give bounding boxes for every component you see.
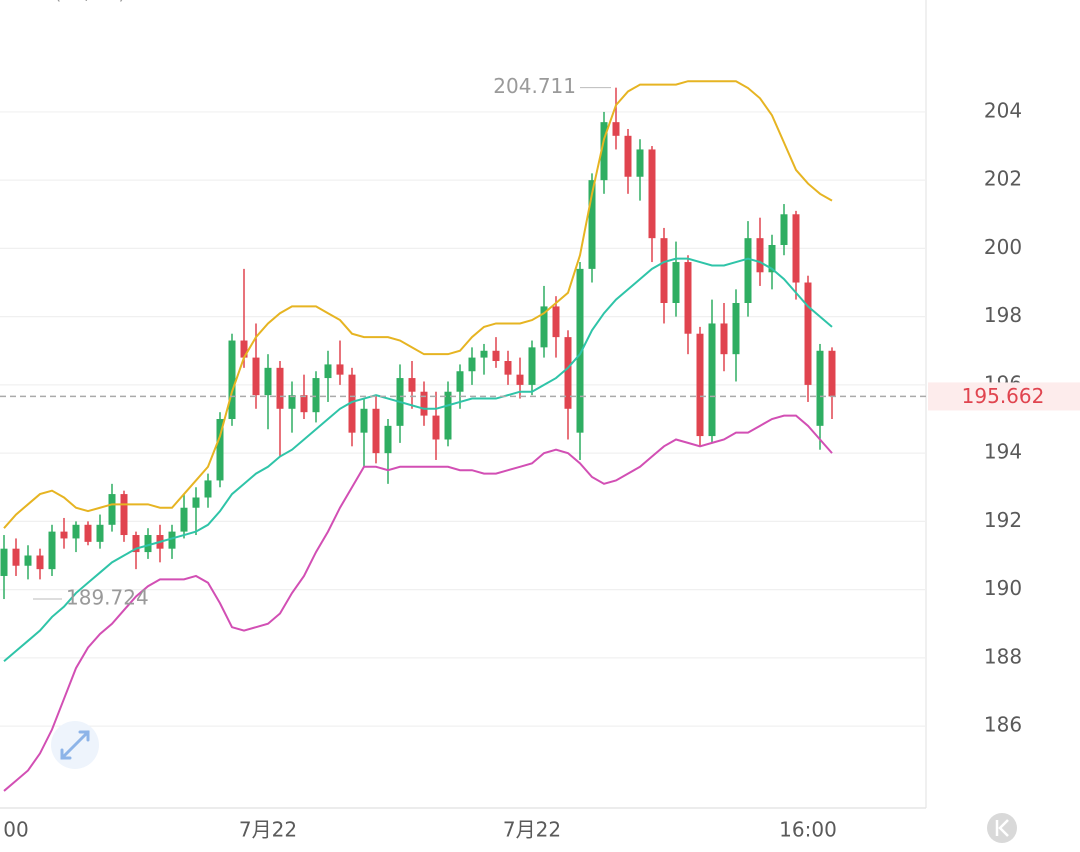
candle-body [528,347,536,385]
candle-body [792,214,800,283]
candle-body [804,282,812,385]
candle-body [456,371,464,392]
min-label: 189.724 [66,586,149,610]
candle-body [348,374,356,433]
candle-body [780,214,788,245]
expand-icon[interactable] [60,730,90,760]
candle-body [432,415,440,440]
candle-body [444,391,452,440]
candle-body [24,555,32,566]
candle-body [624,135,632,177]
boll-line [3,414,833,792]
legend-text: BOLL(20,2.0): [8,0,132,4]
candle-body [756,238,764,273]
candle-body [324,364,332,379]
candle-body [0,548,8,576]
candle-body [552,306,560,338]
candle-body [744,238,752,303]
candle-body [60,531,68,539]
candle-body [120,494,128,536]
boll-line [3,257,833,663]
candle-body [720,323,728,355]
candle-body [408,378,416,392]
last-price-label: 195.662 [962,384,1045,408]
candle-body [180,507,188,532]
max-label: 204.711 [493,74,576,98]
candle-body [516,374,524,385]
candle-body [828,350,836,397]
candle-body [384,425,392,454]
candle-body [264,367,272,396]
candle-body [12,548,20,566]
candle-body [684,262,692,334]
candle-body [288,395,296,409]
candle-body [480,350,488,358]
candle-body [612,122,620,136]
y-tick-label: 202 [984,167,1022,191]
scroll-latest-icon[interactable] [995,819,1009,837]
y-tick-label: 194 [984,440,1022,464]
scroll-latest-button[interactable] [987,813,1017,843]
candle-body [732,303,740,355]
y-tick-label: 186 [984,713,1022,737]
y-tick-label: 192 [984,508,1022,532]
scroll-latest-bg[interactable] [987,813,1017,843]
y-tick-label: 200 [984,235,1022,259]
candle-body [48,531,56,570]
candle-body [588,180,596,269]
expand-button[interactable] [51,721,99,769]
y-tick-label: 198 [984,303,1022,327]
candle-body [672,262,680,303]
candle-body [660,238,668,303]
y-tick-label: 204 [984,98,1022,122]
last-price-tag [928,382,1080,411]
candle-body [360,408,368,433]
x-tick-label: 16:00 [779,818,837,842]
candle-body [204,480,212,498]
candle-body [504,361,512,375]
legend-text: LOW:194.049 [381,0,502,4]
boll-line [3,80,833,529]
x-tick-label: 7月22 [239,818,297,842]
y-tick-label: 188 [984,644,1022,668]
candle-body [492,350,500,362]
candle-body [540,306,548,348]
candle-body [192,497,200,508]
x-tick-label: 7月22 [503,818,561,842]
candle-body [132,535,140,553]
candle-body [252,357,260,396]
candle-body [636,149,644,177]
candle-body [36,555,44,570]
candle-body [564,337,572,409]
candle-body [576,268,584,433]
candle-body [372,408,380,454]
candle-body [96,524,104,542]
candle-body [84,524,92,542]
candle-body [768,244,776,273]
candle-body [696,333,704,437]
candle-body [312,378,320,413]
candle-body [420,391,428,416]
candle-body [648,149,656,239]
candle-body [336,364,344,375]
candle-body [276,367,284,409]
candle-body [168,531,176,549]
legend-text: UP:201.383 [267,0,372,4]
candle-body [708,323,716,437]
legend-text: MID:197.743 [142,0,257,4]
candle-body [468,357,476,372]
candle-body [144,535,152,553]
candle-body [600,122,608,181]
candle-body [240,340,248,358]
candle-body [72,524,80,539]
x-tick-label: 00 [3,818,28,842]
candle-body [816,350,824,426]
candle-body [228,340,236,420]
candle-body [108,494,116,525]
y-tick-label: 190 [984,576,1022,600]
candle-body [216,419,224,481]
candle-body [300,395,308,413]
